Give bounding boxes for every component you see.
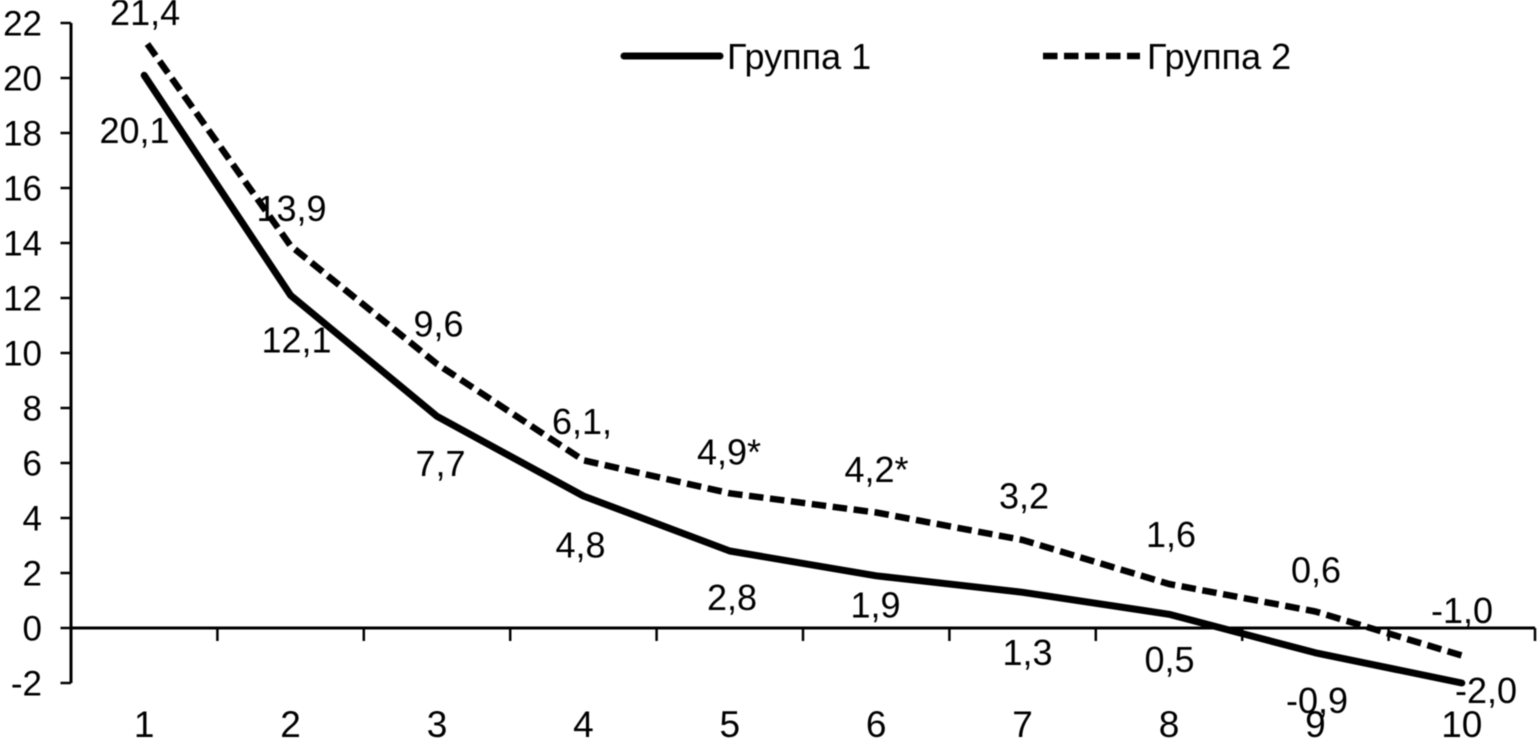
svg-text:Группа 2: Группа 2: [1147, 36, 1291, 77]
svg-text:2: 2: [280, 704, 301, 740]
svg-text:10: 10: [3, 335, 42, 374]
svg-text:4: 4: [23, 500, 42, 539]
svg-text:2,8: 2,8: [707, 577, 757, 618]
svg-text:5: 5: [720, 704, 741, 740]
svg-text:4,8: 4,8: [555, 525, 605, 566]
svg-text:1,9: 1,9: [850, 585, 900, 626]
svg-text:0,6: 0,6: [1291, 550, 1341, 591]
svg-text:1,6: 1,6: [1146, 514, 1196, 555]
svg-text:6,1,: 6,1,: [552, 401, 612, 442]
svg-text:8: 8: [1159, 704, 1180, 740]
svg-text:-2: -2: [11, 665, 42, 704]
svg-text:6: 6: [23, 445, 42, 484]
svg-text:9: 9: [1305, 704, 1326, 740]
svg-text:14: 14: [3, 225, 42, 264]
svg-text:3,2: 3,2: [999, 476, 1049, 517]
svg-text:21,4: 21,4: [110, 0, 180, 33]
svg-text:1,3: 1,3: [1002, 632, 1052, 673]
svg-text:2: 2: [23, 555, 42, 594]
svg-text:7,7: 7,7: [415, 443, 465, 484]
svg-text:7: 7: [1012, 704, 1033, 740]
svg-text:3: 3: [427, 704, 448, 740]
svg-text:0,5: 0,5: [1144, 639, 1194, 680]
svg-text:-0,9: -0,9: [1286, 680, 1348, 721]
svg-text:8: 8: [23, 390, 42, 429]
svg-text:0: 0: [23, 610, 42, 649]
svg-text:22: 22: [3, 5, 42, 44]
svg-text:12: 12: [3, 280, 42, 319]
svg-text:20: 20: [3, 60, 42, 99]
svg-text:4,2*: 4,2*: [844, 449, 908, 490]
svg-text:16: 16: [3, 170, 42, 209]
svg-text:1: 1: [134, 704, 155, 740]
svg-text:-1,0: -1,0: [1431, 590, 1493, 631]
svg-text:13,9: 13,9: [256, 188, 326, 229]
svg-text:-2,0: -2,0: [1455, 670, 1517, 711]
svg-text:4,9*: 4,9*: [697, 432, 761, 473]
svg-text:18: 18: [3, 115, 42, 154]
svg-text:20,1: 20,1: [99, 110, 169, 151]
svg-text:12,1: 12,1: [261, 320, 331, 361]
svg-text:4: 4: [573, 704, 594, 740]
svg-text:9,6: 9,6: [413, 304, 463, 345]
svg-text:6: 6: [866, 704, 887, 740]
svg-text:Группа 1: Группа 1: [727, 36, 871, 77]
svg-text:10: 10: [1441, 704, 1482, 740]
